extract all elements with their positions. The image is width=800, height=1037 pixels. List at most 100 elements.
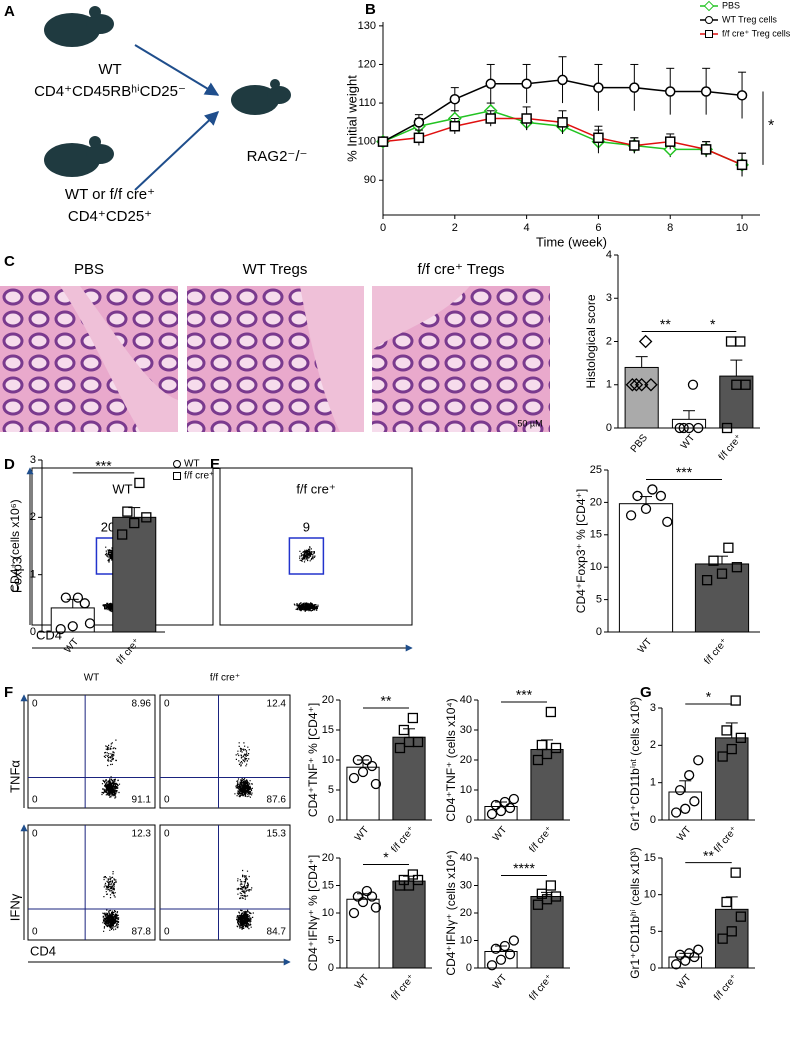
x-tick-label: 6 [595,222,601,234]
histology-image [60,286,178,432]
y-tick-label: 100 [358,136,376,148]
x-tick-label: WT [675,973,693,992]
legend-label: PBS [722,0,740,10]
histology-image [372,286,470,350]
data-point [449,120,461,132]
data-point [352,891,363,902]
data-point [647,484,658,495]
label: CD4⁺CD25⁺ [68,208,152,225]
data-point [629,140,640,151]
y-tick-label: 10 [460,784,472,796]
arrow [134,111,220,191]
gate-value: 9 [303,519,310,534]
quadrant-value: 0 [164,927,170,938]
annotation: * [768,117,774,134]
y-tick-label: 10 [322,907,334,919]
flow-axis-label: Foxp3 [9,557,24,593]
data-point [377,136,389,147]
quadrant-value: 0 [32,927,38,938]
data-point [726,743,737,755]
significance-label: ** [660,316,671,332]
y-tick-label: 15 [322,879,334,891]
flow-axis-label: TNFα [7,760,22,793]
y-axis-label: CD4⁺TNF⁺ % [CD4⁺] [306,703,320,817]
data-point [60,592,72,603]
x-tick-label: f/f cre⁺ [712,973,740,1003]
data-point [357,766,369,778]
quadrant-value: 15.3 [267,829,287,840]
x-tick-label: f/f cre⁺ [702,637,730,667]
y-tick-label: 0 [328,962,334,974]
data-point [117,529,128,540]
bar [392,736,426,821]
y-tick-label: 20 [322,694,334,706]
bar [392,880,426,969]
y-tick-label: 130 [358,20,376,32]
y-tick-label: 25 [590,464,602,476]
y-tick-label: 20 [322,852,334,864]
panel-label: B [365,1,376,18]
quadrant-value: 91.1 [132,795,152,806]
data-point [508,793,520,805]
data-point [705,16,713,24]
bar [484,951,518,969]
x-tick-label: WT [491,825,509,844]
y-tick-label: 120 [358,58,376,70]
gate [288,537,325,575]
y-tick-label: 40 [460,852,472,864]
flow-plot [219,467,413,626]
data-point [721,896,732,908]
flow-axis-label: CD4 [30,943,56,958]
data-point [735,911,747,922]
flow-plot [159,824,291,941]
data-point [717,933,728,944]
significance-label: *** [95,458,112,474]
data-point [593,132,604,144]
y-tick-label: 90 [364,174,376,186]
bar [694,563,750,633]
bar [530,749,564,821]
data-point [629,82,640,93]
data-point [508,935,520,946]
quadrant-value: 0 [164,699,170,710]
y-tick-label: 30 [460,879,472,891]
bar [668,956,703,969]
flow-events [103,739,117,767]
data-point [504,802,516,814]
quadrant-value: 12.3 [132,829,152,840]
y-tick-label: 3 [606,292,612,304]
x-tick-label: 4 [524,222,530,234]
x-tick-label: f/f cre⁺ [527,973,555,1003]
panel-label: D [4,456,15,473]
y-tick-label: 110 [358,97,376,109]
panel-label: G [640,684,652,701]
bar [346,898,380,969]
legend-label: f/f cre⁺ [184,471,214,482]
data-point [79,598,90,609]
y-tick-label: 3 [30,454,36,466]
data-point [403,880,415,891]
data-point [394,742,406,754]
data-point [67,621,78,632]
data-point [485,113,496,124]
panel-label: F [4,684,13,701]
data-point [490,943,501,954]
y-axis-label: CD4⁺TNF⁺ (cells x10⁴) [444,698,458,821]
x-tick-label: f/f cre⁺ [712,825,740,855]
data-point [731,562,743,573]
data-point [723,542,734,553]
y-tick-label: 5 [596,594,602,606]
quadrant-value: 0 [32,795,38,806]
data-point [644,377,658,392]
x-tick-label: 2 [452,222,458,234]
legend-label: WT Treg cells [722,14,777,24]
data-point [550,742,562,754]
quadrant-value: 87.6 [267,795,287,806]
flow-plot [27,824,156,941]
flow-events [235,742,250,767]
scale-bar: 50 µM [517,418,542,428]
significance-label: *** [516,687,533,703]
quadrant-value: 0 [164,795,170,806]
data-point [680,803,691,814]
data-point [370,902,382,913]
